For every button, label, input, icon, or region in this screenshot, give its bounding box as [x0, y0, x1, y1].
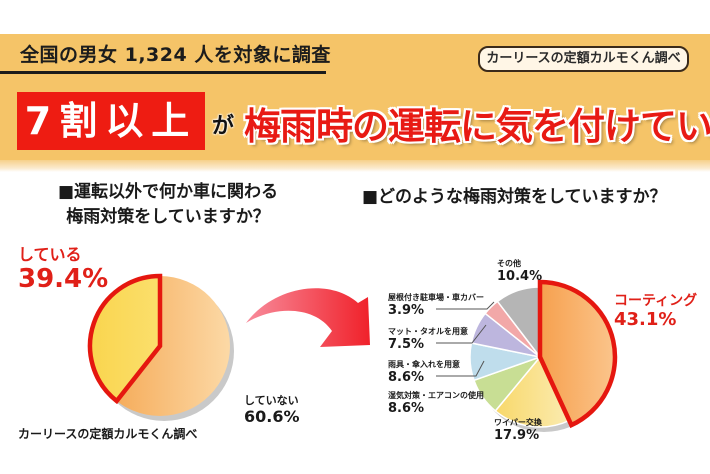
left-question: ■運転以外で何か車に関わる 梅雨対策をしていますか？: [48, 180, 288, 230]
label-roof: 屋根付き駐車場・車カバー 3.9%: [388, 292, 484, 318]
label-humidity-text: 湿気対策・エアコンの使用: [388, 391, 484, 400]
curved-arrow-icon: [246, 288, 370, 347]
label-mat-text: マット・タオルを用意: [388, 327, 468, 336]
label-doing-value: 39.4%: [18, 264, 109, 294]
label-other: その他 10.4%: [497, 258, 542, 284]
label-coating-value: 43.1%: [614, 309, 677, 330]
label-not-doing: していない 60.6%: [244, 394, 300, 426]
label-roof-value: 3.9%: [388, 303, 425, 318]
subtitle-underline: [0, 71, 326, 74]
label-humidity: 湿気対策・エアコンの使用 8.6%: [388, 390, 484, 416]
label-mat: マット・タオルを用意 7.5%: [388, 326, 468, 352]
label-coating-text: コーティング: [614, 293, 698, 309]
slice-coating: [537, 279, 618, 429]
label-not-doing-text: していない: [244, 394, 299, 407]
survey-subtitle: 全国の男女 1,324 人を対象に調査: [20, 44, 331, 66]
slice-wiper: [494, 355, 571, 428]
label-raingear-value: 8.6%: [388, 370, 425, 385]
label-wiper: ワイパー交換 17.9%: [494, 417, 542, 443]
label-not-doing-value: 60.6%: [244, 407, 300, 426]
label-wiper-text: ワイパー交換: [494, 418, 542, 427]
header-band-fade: [0, 160, 710, 172]
right-pie: [469, 279, 618, 432]
label-humidity-value: 8.6%: [388, 401, 425, 416]
label-mat-value: 7.5%: [388, 337, 425, 352]
label-other-text: その他: [497, 259, 521, 268]
right-question: ■どのような梅雨対策をしていますか？: [362, 187, 667, 207]
headline-particle: が: [212, 114, 235, 139]
label-doing-text: している: [18, 245, 82, 264]
leader-lines: [436, 301, 495, 377]
label-doing: している 39.4%: [18, 245, 108, 293]
headline-highlight-box: 7割以上: [17, 92, 205, 150]
left-question-line1: ■運転以外で何か車に関わる: [57, 182, 279, 202]
label-raingear: 雨具・傘入れを用意 8.6%: [388, 359, 460, 385]
label-coating: コーティング 43.1%: [614, 292, 697, 330]
left-question-line2: 梅雨対策をしていますか？: [66, 207, 270, 227]
label-other-value: 10.4%: [497, 269, 543, 284]
label-roof-text: 屋根付き駐車場・車カバー: [388, 293, 484, 302]
pie-slice-doing: [87, 273, 163, 405]
label-wiper-value: 17.9%: [494, 428, 540, 443]
headline-text: 梅雨時の運転に気を付けている: [244, 105, 710, 148]
left-pie: [87, 273, 234, 421]
source-badge: カーリースの定額カルモくん調べ: [478, 46, 689, 72]
left-chart-source: カーリースの定額カルモくん調べ: [18, 427, 198, 441]
label-raingear-text: 雨具・傘入れを用意: [388, 360, 460, 369]
